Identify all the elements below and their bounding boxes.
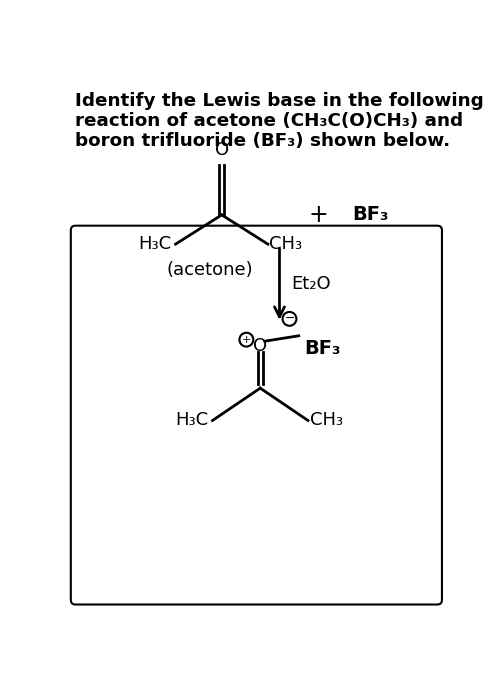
Text: Identify the Lewis base in the following: Identify the Lewis base in the following — [76, 92, 484, 110]
Text: O: O — [214, 141, 229, 160]
Text: (acetone): (acetone) — [167, 261, 254, 279]
Text: +: + — [308, 203, 328, 227]
Text: −: − — [284, 312, 295, 326]
Text: CH₃: CH₃ — [270, 235, 303, 253]
Text: O: O — [253, 337, 268, 355]
Text: +: + — [241, 335, 251, 344]
Text: H₃C: H₃C — [175, 412, 208, 430]
Text: H₃C: H₃C — [139, 235, 172, 253]
Text: CH₃: CH₃ — [310, 412, 343, 430]
Text: Et₂O: Et₂O — [291, 275, 331, 293]
Text: reaction of acetone (CH₃C(O)CH₃) and: reaction of acetone (CH₃C(O)CH₃) and — [76, 112, 463, 130]
Text: boron trifluoride (BF₃) shown below.: boron trifluoride (BF₃) shown below. — [76, 132, 450, 150]
Text: BF₃: BF₃ — [304, 339, 341, 358]
Text: BF₃: BF₃ — [353, 205, 389, 225]
FancyBboxPatch shape — [71, 225, 442, 605]
